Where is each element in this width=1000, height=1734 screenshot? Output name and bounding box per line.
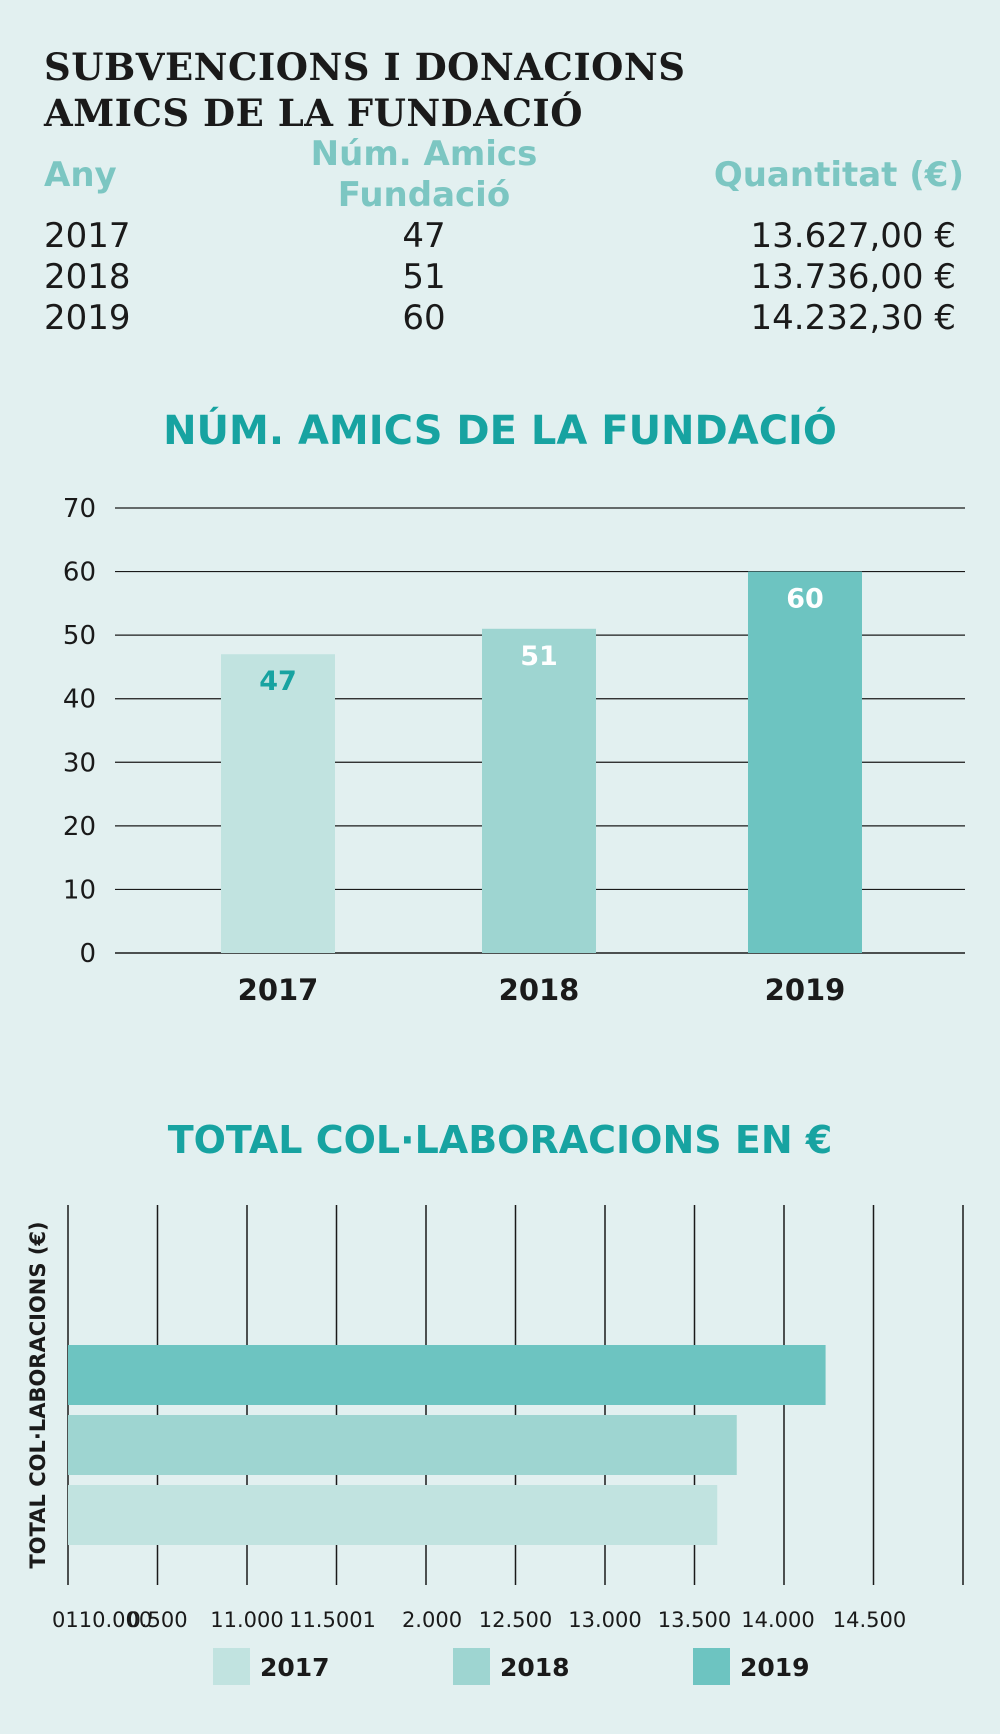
- bar-value-label: 60: [786, 584, 824, 615]
- column-header-year: Any: [44, 154, 117, 195]
- table-cell-amount: 13.736,00 €: [750, 257, 956, 297]
- y-tick-label: 10: [63, 875, 96, 905]
- x-tick-label: 13.000: [568, 1608, 641, 1632]
- x-tick-label: 2019: [765, 973, 846, 1007]
- table-row: 2019 60 14.232,30 €: [44, 298, 964, 339]
- x-tick-label: 11.000: [210, 1608, 283, 1632]
- y-tick-label: 70: [63, 494, 96, 524]
- y-tick-label: 40: [63, 685, 96, 715]
- legend-label: 2019: [740, 1653, 810, 1682]
- column-header-friends: Núm. Amics Fundació: [310, 134, 538, 215]
- main-title-line1: SUBVENCIONS I DONACIONS: [44, 45, 686, 89]
- bar-chart-title: NÚM. AMICS DE LA FUNDACIÓ: [163, 408, 837, 454]
- legend-swatch: [453, 1648, 490, 1685]
- table-cell-friends: 60: [402, 298, 446, 338]
- bar: [68, 1415, 737, 1475]
- table-cell-year: 2017: [44, 216, 131, 256]
- table-row: 2018 51 13.736,00 €: [44, 257, 964, 298]
- legend-swatch: [693, 1648, 730, 1685]
- x-tick-label: 14.500: [833, 1608, 906, 1632]
- bar: [68, 1485, 718, 1545]
- bar: [221, 654, 335, 953]
- table-cell-amount: 14.232,30 €: [750, 298, 956, 338]
- x-tick-label: 2.000: [402, 1608, 462, 1632]
- y-tick-label: 50: [63, 621, 96, 651]
- bar-value-label: 47: [259, 666, 297, 697]
- table-cell-amount: 13.627,00 €: [750, 216, 956, 256]
- main-title: SUBVENCIONS I DONACIONS AMICS DE LA FUND…: [44, 44, 685, 136]
- legend-label: 2018: [500, 1653, 570, 1682]
- x-tick-label: 11.5001: [289, 1608, 376, 1632]
- x-tick-label: 14.000: [741, 1608, 814, 1632]
- friends-bar-chart: 0 10 20 30 40 50 60 70 47 2017 51 2018 60 2019: [63, 494, 965, 1007]
- bar: [748, 571, 862, 953]
- y-tick-label: 60: [63, 558, 96, 588]
- column-header-amount: Quantitat (€): [713, 154, 964, 195]
- y-tick-label: 20: [63, 812, 96, 842]
- table-cell-friends: 51: [402, 257, 446, 297]
- bar: [482, 628, 596, 953]
- x-tick-label: 2018: [499, 973, 580, 1007]
- x-tick-label: 2017: [238, 973, 319, 1007]
- y-tick-label: 30: [63, 748, 96, 778]
- table-header-row: Any Núm. Amics Fundació Quantitat (€): [44, 134, 964, 216]
- y-axis-title: TOTAL COL·LABORACIONS (€): [26, 1221, 50, 1568]
- y-tick-label: 0: [79, 939, 96, 969]
- x-tick-label: 13.500: [658, 1608, 731, 1632]
- table-cell-friends: 47: [402, 216, 446, 256]
- legend-swatch: [213, 1648, 250, 1685]
- data-table: Any Núm. Amics Fundació Quantitat (€) 20…: [44, 134, 964, 339]
- table-row: 2017 47 13.627,00 €: [44, 216, 964, 257]
- bar-value-label: 51: [520, 641, 558, 672]
- legend-label: 2017: [260, 1653, 330, 1682]
- hbar-chart-title: TOTAL COL·LABORACIONS EN €: [167, 1118, 833, 1162]
- table-cell-year: 2018: [44, 257, 131, 297]
- table-cell-year: 2019: [44, 298, 131, 338]
- bar: [68, 1345, 826, 1405]
- x-tick-label: 0.500: [127, 1608, 187, 1632]
- x-tick-label: 12.500: [479, 1608, 552, 1632]
- main-title-line2: AMICS DE LA FUNDACIÓ: [44, 91, 583, 135]
- x-tick-label: 0110.000: [52, 1608, 152, 1632]
